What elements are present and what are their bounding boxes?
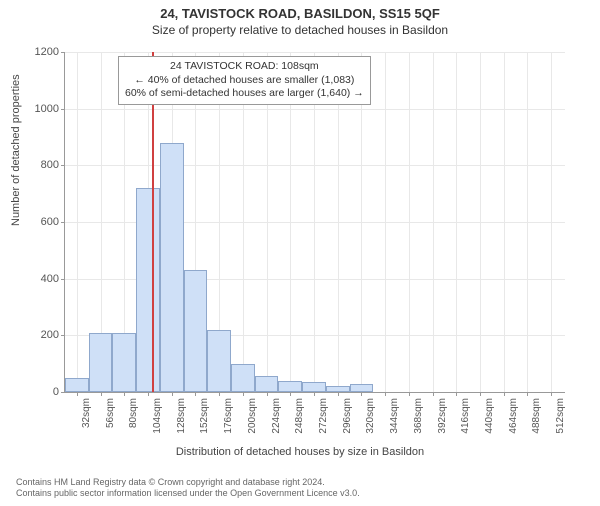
histogram-bar (350, 384, 374, 393)
x-tick-label: 296sqm (342, 398, 353, 434)
y-tick (61, 335, 65, 336)
x-tick-label: 80sqm (128, 398, 139, 428)
info-box: 24 TAVISTOCK ROAD: 108sqm ← 40% of detac… (118, 56, 371, 105)
x-tick-label: 368sqm (413, 398, 424, 434)
x-tick-label: 176sqm (223, 398, 234, 434)
histogram-bar (112, 333, 136, 393)
x-tick-label: 200sqm (247, 398, 258, 434)
x-tick (551, 392, 552, 396)
histogram-bar (184, 270, 208, 392)
grid-line-v (385, 52, 386, 392)
grid-line-v (527, 52, 528, 392)
x-tick-label: 464sqm (508, 398, 519, 434)
x-tick (77, 392, 78, 396)
x-tick (290, 392, 291, 396)
info-line-2: ← 40% of detached houses are smaller (1,… (125, 74, 364, 88)
grid-line-v (409, 52, 410, 392)
histogram-bar (65, 378, 89, 392)
x-tick (101, 392, 102, 396)
x-tick (527, 392, 528, 396)
y-tick-label: 600 (19, 216, 59, 228)
x-tick (124, 392, 125, 396)
y-tick (61, 279, 65, 280)
x-tick (172, 392, 173, 396)
y-tick (61, 165, 65, 166)
histogram-bar (136, 188, 160, 392)
x-tick (480, 392, 481, 396)
x-tick-label: 392sqm (437, 398, 448, 434)
x-tick-label: 272sqm (318, 398, 329, 434)
histogram-bar (326, 386, 350, 392)
x-tick (385, 392, 386, 396)
y-tick-label: 1000 (19, 103, 59, 115)
page-title: 24, TAVISTOCK ROAD, BASILDON, SS15 5QF (0, 6, 600, 21)
x-tick-label: 440sqm (484, 398, 495, 434)
x-tick (456, 392, 457, 396)
histogram-bar (207, 330, 231, 392)
x-tick (195, 392, 196, 396)
histogram-bar (89, 333, 113, 393)
info-line-1: 24 TAVISTOCK ROAD: 108sqm (125, 60, 364, 74)
x-tick (314, 392, 315, 396)
histogram-bar (231, 364, 255, 392)
x-tick-label: 248sqm (294, 398, 305, 434)
x-tick (361, 392, 362, 396)
y-tick-label: 1200 (19, 46, 59, 58)
x-tick (243, 392, 244, 396)
x-tick-label: 488sqm (531, 398, 542, 434)
y-tick-label: 800 (19, 159, 59, 171)
x-tick (504, 392, 505, 396)
x-tick-label: 56sqm (105, 398, 116, 428)
y-tick-label: 400 (19, 273, 59, 285)
x-tick-label: 416sqm (460, 398, 471, 434)
grid-line-h (65, 165, 565, 166)
x-tick-label: 32sqm (81, 398, 92, 428)
y-tick (61, 222, 65, 223)
y-axis-label: Number of detached properties (10, 74, 22, 226)
y-tick (61, 109, 65, 110)
y-tick-label: 200 (19, 329, 59, 341)
y-tick (61, 392, 65, 393)
grid-line-v (456, 52, 457, 392)
histogram-bar (160, 143, 184, 392)
y-tick (61, 52, 65, 53)
footer-line-2: Contains public sector information licen… (16, 488, 360, 500)
grid-line-v (551, 52, 552, 392)
x-axis-label: Distribution of detached houses by size … (0, 446, 600, 458)
x-tick-label: 128sqm (176, 398, 187, 434)
x-tick (338, 392, 339, 396)
grid-line-h (65, 52, 565, 53)
grid-line-v (504, 52, 505, 392)
histogram-bar (255, 376, 279, 392)
grid-line-h (65, 109, 565, 110)
histogram-bar (302, 382, 326, 392)
grid-line-v (480, 52, 481, 392)
x-tick-label: 152sqm (199, 398, 210, 434)
x-tick-label: 512sqm (555, 398, 566, 434)
x-tick-label: 224sqm (271, 398, 282, 434)
x-tick (267, 392, 268, 396)
y-tick-label: 0 (19, 386, 59, 398)
x-tick-label: 320sqm (365, 398, 376, 434)
histogram-bar (278, 381, 302, 392)
x-tick-label: 104sqm (152, 398, 163, 434)
x-tick (148, 392, 149, 396)
footer-line-1: Contains HM Land Registry data © Crown c… (16, 477, 360, 489)
grid-line-v (433, 52, 434, 392)
footer: Contains HM Land Registry data © Crown c… (16, 477, 360, 500)
subtitle: Size of property relative to detached ho… (0, 23, 600, 37)
grid-line-v (77, 52, 78, 392)
x-tick (219, 392, 220, 396)
x-tick-label: 344sqm (389, 398, 400, 434)
x-tick (433, 392, 434, 396)
histogram-chart: 02004006008001000120032sqm56sqm80sqm104s… (64, 52, 564, 422)
info-line-3: 60% of semi-detached houses are larger (… (125, 87, 364, 101)
x-tick (409, 392, 410, 396)
